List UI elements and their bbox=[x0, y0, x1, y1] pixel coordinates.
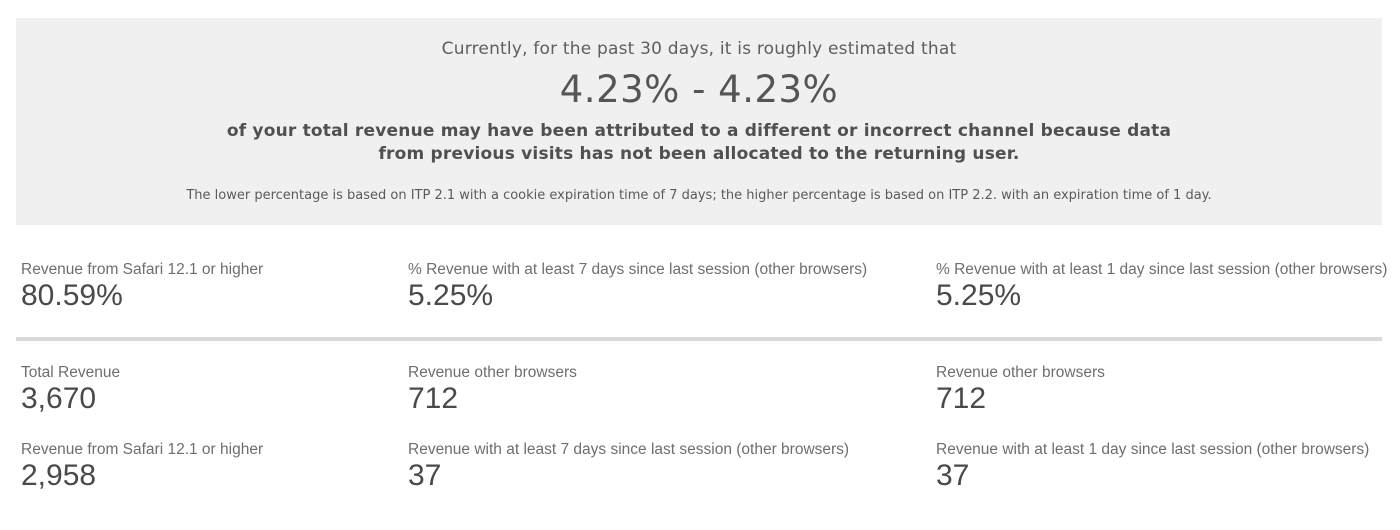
scorecard-label: Revenue other browsers bbox=[936, 364, 1105, 381]
scorecard-7-day-revenue-share: % Revenue with at least 7 days since las… bbox=[408, 261, 867, 313]
scorecard-1-day-revenue: Revenue with at least 1 day since last s… bbox=[936, 441, 1369, 493]
scorecard-label: % Revenue with at least 1 day since last… bbox=[936, 261, 1388, 278]
scorecard-value: 5.25% bbox=[408, 279, 494, 312]
scorecard-revenue-other-browsers: Revenue other browsers 712 bbox=[936, 364, 1105, 416]
scorecard-value: 37 bbox=[936, 459, 970, 492]
scorecard-label: Revenue from Safari 12.1 or higher bbox=[21, 441, 264, 458]
scorecard-value: 5.25% bbox=[936, 279, 1022, 312]
scorecard-revenue-other-browsers: Revenue other browsers 712 bbox=[408, 364, 577, 416]
scorecard-value: 80.59% bbox=[21, 279, 123, 312]
scorecard-label: Revenue from Safari 12.1 or higher bbox=[21, 261, 264, 278]
scorecard-value: 712 bbox=[936, 382, 987, 415]
scorecard-1-day-revenue-share: % Revenue with at least 1 day since last… bbox=[936, 261, 1387, 313]
banner-footnote: The lower percentage is based on ITP 2.1… bbox=[186, 188, 1212, 203]
scorecard-value: 2,958 bbox=[21, 459, 97, 492]
scorecard-7-day-revenue: Revenue with at least 7 days since last … bbox=[408, 441, 849, 493]
section-divider bbox=[16, 337, 1382, 341]
scorecard-value: 712 bbox=[408, 382, 459, 415]
scorecard-value: 37 bbox=[408, 459, 442, 492]
scorecard-label: Revenue with at least 7 days since last … bbox=[408, 441, 850, 458]
scorecard-label: % Revenue with at least 7 days since las… bbox=[408, 261, 868, 278]
estimate-banner: Currently, for the past 30 days, it is r… bbox=[16, 18, 1382, 225]
scorecard-safari-revenue: Revenue from Safari 12.1 or higher 2,958 bbox=[21, 441, 263, 493]
estimated-percentage-range: 4.23% - 4.23% bbox=[559, 68, 839, 111]
scorecard-safari-revenue-share: Revenue from Safari 12.1 or higher 80.59… bbox=[21, 261, 263, 313]
banner-statement-text: of your total revenue may have been attr… bbox=[226, 121, 1172, 164]
scorecard-total-revenue: Total Revenue 3,670 bbox=[21, 364, 120, 416]
scorecard-label: Revenue other browsers bbox=[408, 364, 577, 381]
scorecard-label: Revenue with at least 1 day since last s… bbox=[936, 441, 1370, 458]
scorecard-value: 3,670 bbox=[21, 382, 97, 415]
scorecard-label: Total Revenue bbox=[21, 364, 121, 381]
banner-intro-text: Currently, for the past 30 days, it is r… bbox=[441, 39, 957, 59]
